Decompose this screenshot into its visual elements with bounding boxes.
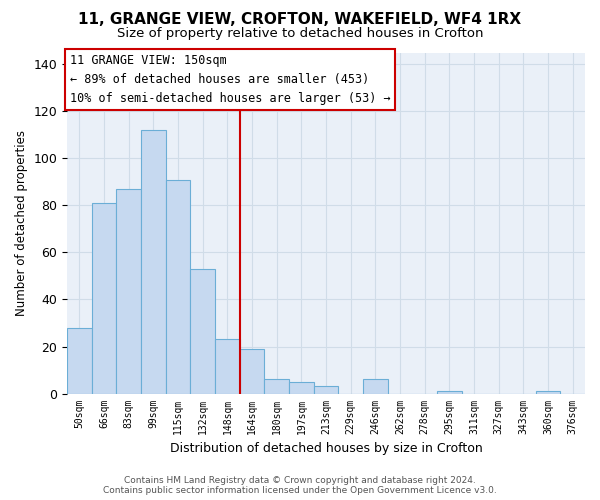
Bar [289, 382, 314, 394]
Bar [67, 328, 92, 394]
Bar [116, 189, 141, 394]
Text: Size of property relative to detached houses in Crofton: Size of property relative to detached ho… [117, 28, 483, 40]
Text: Contains HM Land Registry data © Crown copyright and database right 2024.
Contai: Contains HM Land Registry data © Crown c… [103, 476, 497, 495]
Bar [92, 203, 116, 394]
Bar [141, 130, 166, 394]
Y-axis label: Number of detached properties: Number of detached properties [15, 130, 28, 316]
Bar [166, 180, 190, 394]
Bar [215, 340, 240, 394]
Bar [536, 391, 560, 394]
Text: 11, GRANGE VIEW, CROFTON, WAKEFIELD, WF4 1RX: 11, GRANGE VIEW, CROFTON, WAKEFIELD, WF4… [79, 12, 521, 28]
Text: 11 GRANGE VIEW: 150sqm
← 89% of detached houses are smaller (453)
10% of semi-de: 11 GRANGE VIEW: 150sqm ← 89% of detached… [70, 54, 391, 105]
Bar [363, 380, 388, 394]
Bar [265, 380, 289, 394]
X-axis label: Distribution of detached houses by size in Crofton: Distribution of detached houses by size … [170, 442, 482, 455]
Bar [437, 391, 462, 394]
Bar [190, 269, 215, 394]
Bar [240, 349, 265, 394]
Bar [314, 386, 338, 394]
